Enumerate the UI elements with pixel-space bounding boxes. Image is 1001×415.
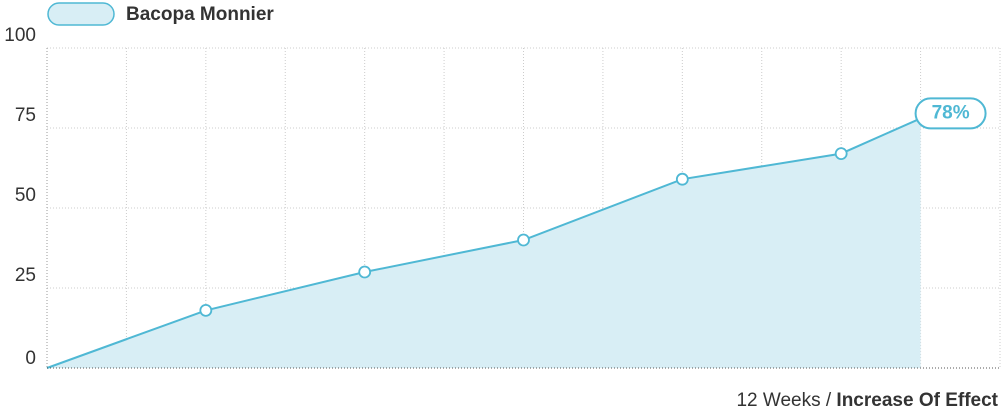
y-tick-label: 100 (4, 25, 36, 46)
y-tick-label: 75 (15, 105, 36, 126)
x-axis-label: 12 Weeks / Increase Of Effect (736, 390, 998, 411)
point (834, 147, 848, 161)
y-tick-label: 0 (25, 348, 36, 369)
x-label-title: Increase Of Effect (836, 390, 998, 411)
y-tick-label: 25 (15, 265, 36, 286)
point (358, 265, 372, 279)
value-label: 78% (932, 102, 970, 123)
point (517, 233, 530, 247)
area (47, 118, 921, 369)
legend-label: Bacopa Monnier (126, 4, 274, 25)
point (199, 303, 213, 317)
legend-swatch (47, 2, 115, 26)
point (675, 172, 689, 186)
x-label-unit: 12 Weeks / (736, 390, 831, 411)
value-label-box (914, 97, 987, 130)
y-tick-label: 50 (15, 185, 36, 206)
